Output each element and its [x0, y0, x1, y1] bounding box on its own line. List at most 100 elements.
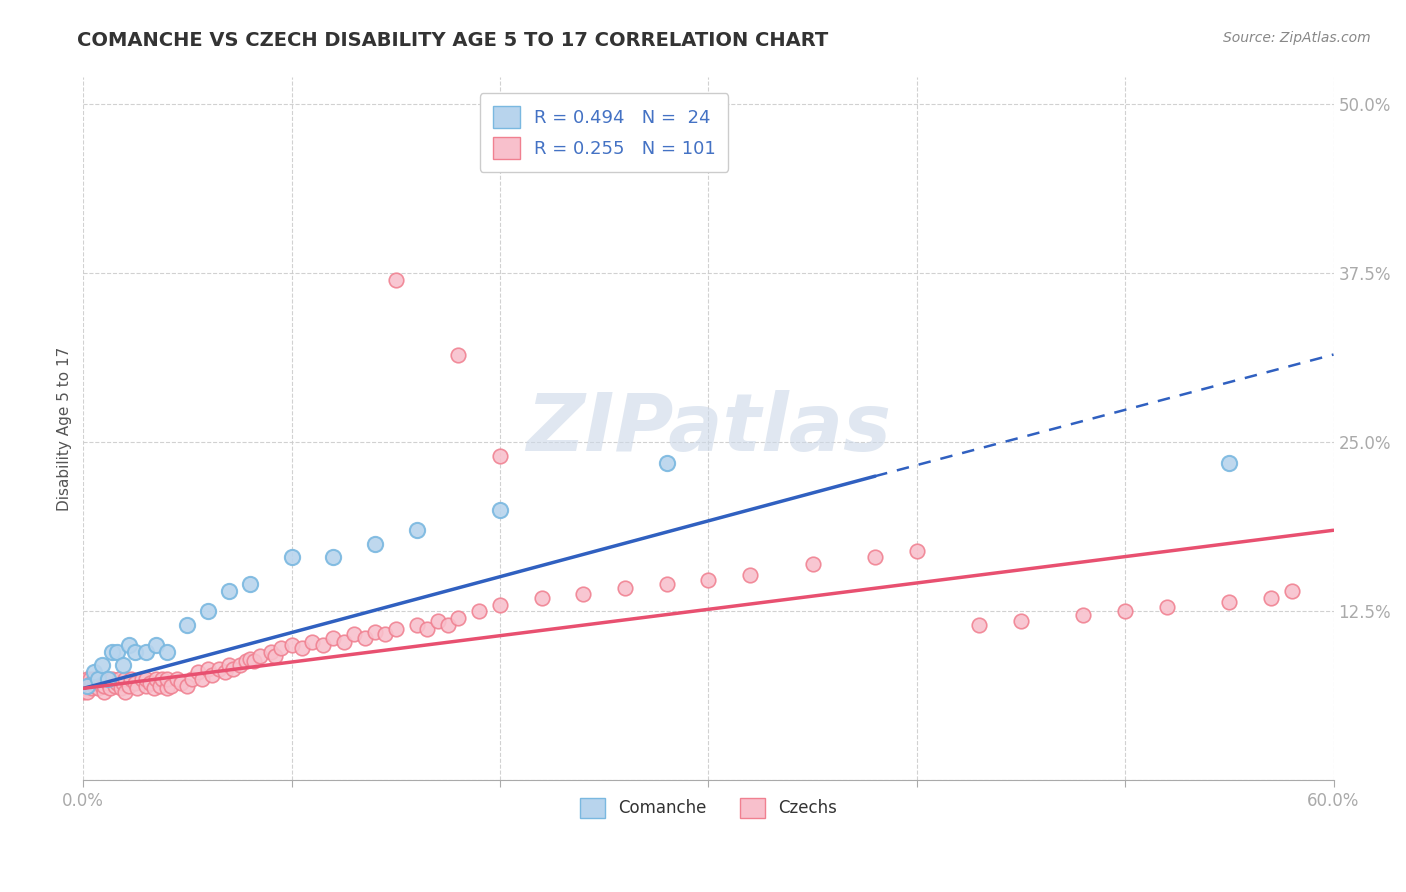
- Point: [156, 681, 179, 696]
- Point: [489, 449, 512, 463]
- Point: [135, 672, 157, 686]
- Point: [143, 681, 166, 696]
- Point: [572, 587, 595, 601]
- Point: [145, 672, 167, 686]
- Point: [135, 679, 157, 693]
- Point: [416, 622, 439, 636]
- Point: [738, 567, 761, 582]
- Point: [1073, 608, 1095, 623]
- Point: [218, 584, 240, 599]
- Text: COMANCHE VS CZECH DISABILITY AGE 5 TO 17 CORRELATION CHART: COMANCHE VS CZECH DISABILITY AGE 5 TO 17…: [77, 31, 828, 50]
- Point: [101, 645, 124, 659]
- Point: [1218, 595, 1240, 609]
- Point: [489, 503, 512, 517]
- Point: [76, 685, 98, 699]
- Point: [243, 654, 266, 668]
- Point: [260, 645, 283, 659]
- Point: [79, 679, 101, 693]
- Point: [114, 672, 136, 686]
- Point: [135, 645, 157, 659]
- Point: [191, 672, 214, 686]
- Point: [235, 654, 257, 668]
- Point: [84, 676, 107, 690]
- Point: [374, 627, 396, 641]
- Point: [332, 635, 354, 649]
- Point: [468, 604, 491, 618]
- Point: [124, 676, 146, 690]
- Point: [80, 676, 103, 690]
- Point: [280, 550, 302, 565]
- Point: [83, 679, 105, 693]
- Point: [97, 672, 120, 686]
- Point: [1156, 600, 1178, 615]
- Point: [91, 658, 114, 673]
- Point: [426, 614, 449, 628]
- Point: [208, 663, 231, 677]
- Point: [176, 679, 198, 693]
- Point: [180, 672, 202, 686]
- Point: [97, 676, 120, 690]
- Point: [969, 618, 991, 632]
- Point: [152, 672, 174, 686]
- Point: [530, 591, 553, 605]
- Point: [264, 648, 287, 663]
- Point: [270, 640, 292, 655]
- Point: [170, 676, 193, 690]
- Point: [385, 273, 408, 287]
- Point: [80, 681, 103, 696]
- Point: [301, 635, 323, 649]
- Point: [83, 665, 105, 680]
- Point: [385, 622, 408, 636]
- Point: [166, 672, 188, 686]
- Point: [107, 672, 129, 686]
- Point: [139, 676, 162, 690]
- Point: [218, 658, 240, 673]
- Point: [197, 604, 219, 618]
- Point: [322, 632, 344, 646]
- Point: [79, 672, 101, 686]
- Point: [447, 611, 470, 625]
- Point: [1010, 614, 1032, 628]
- Point: [159, 679, 181, 693]
- Point: [131, 672, 153, 686]
- Point: [105, 676, 128, 690]
- Point: [405, 523, 427, 537]
- Point: [83, 672, 105, 686]
- Point: [1260, 591, 1282, 605]
- Point: [149, 679, 172, 693]
- Text: Source: ZipAtlas.com: Source: ZipAtlas.com: [1223, 31, 1371, 45]
- Point: [322, 550, 344, 565]
- Point: [655, 577, 678, 591]
- Point: [75, 681, 97, 696]
- Point: [111, 658, 134, 673]
- Point: [364, 624, 387, 639]
- Point: [72, 679, 94, 693]
- Point: [1281, 584, 1303, 599]
- Point: [405, 618, 427, 632]
- Point: [156, 645, 179, 659]
- Point: [76, 672, 98, 686]
- Point: [72, 685, 94, 699]
- Point: [105, 645, 128, 659]
- Point: [863, 550, 886, 565]
- Legend: Comanche, Czechs: Comanche, Czechs: [574, 791, 844, 825]
- Point: [353, 632, 375, 646]
- Point: [905, 543, 928, 558]
- Point: [197, 663, 219, 677]
- Point: [156, 672, 179, 686]
- Point: [176, 618, 198, 632]
- Point: [364, 537, 387, 551]
- Point: [614, 582, 637, 596]
- Y-axis label: Disability Age 5 to 17: Disability Age 5 to 17: [58, 347, 72, 511]
- Point: [222, 663, 245, 677]
- Point: [93, 685, 115, 699]
- Text: ZIPatlas: ZIPatlas: [526, 390, 891, 468]
- Point: [124, 645, 146, 659]
- Point: [489, 598, 512, 612]
- Point: [1114, 604, 1136, 618]
- Point: [228, 658, 250, 673]
- Point: [343, 627, 366, 641]
- Point: [437, 618, 460, 632]
- Point: [76, 679, 98, 693]
- Point: [201, 668, 224, 682]
